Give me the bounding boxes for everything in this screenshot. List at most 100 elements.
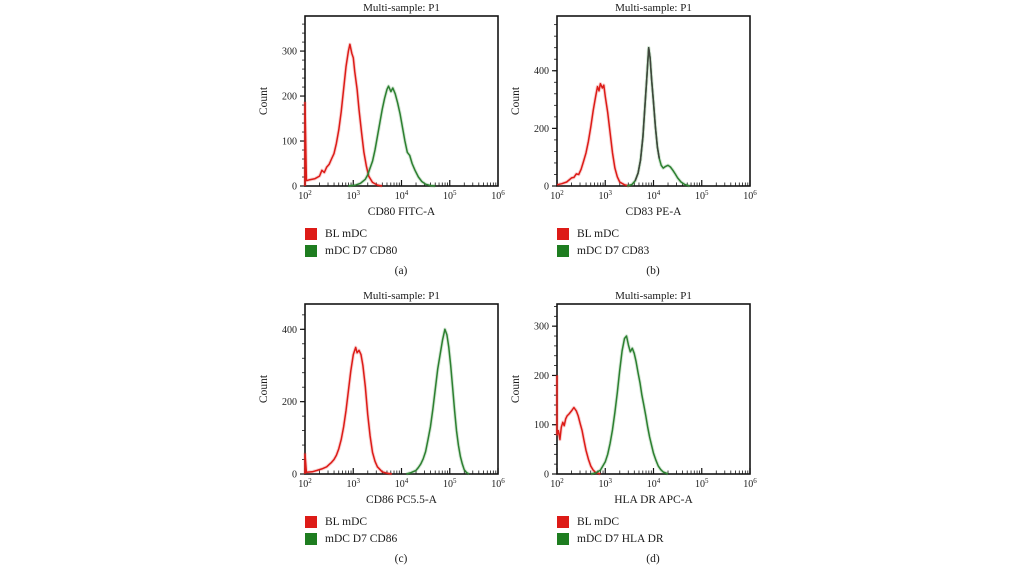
series-glow-1 bbox=[626, 46, 691, 188]
series-glow-0 bbox=[556, 81, 630, 188]
x-axis-label: HLA DR APC-A bbox=[614, 494, 693, 506]
y-tick-label: 0 bbox=[292, 182, 297, 193]
legend-label: mDC D7 CD80 bbox=[325, 245, 398, 257]
plot-box bbox=[304, 15, 499, 187]
legend-label: BL mDC bbox=[325, 516, 368, 528]
series-curve-0 bbox=[304, 346, 392, 475]
legend-label: mDC D7 HLA DR bbox=[577, 533, 664, 545]
panel-letter: (c) bbox=[394, 553, 408, 565]
x-tick-label: 102 bbox=[550, 477, 564, 490]
series-glow-0 bbox=[303, 345, 393, 476]
x-axis-label: CD80 FITC-A bbox=[368, 206, 436, 218]
x-tick-label: 106 bbox=[743, 189, 757, 202]
series-curve-1 bbox=[626, 46, 690, 187]
x-tick-label: 103 bbox=[347, 189, 361, 202]
x-tick-label: 103 bbox=[599, 189, 613, 202]
panel-b: Multi-sample: P1 0 200 400 102 103 104 105 106 CD… bbox=[505, 2, 805, 288]
x-axis-label: CD83 PE-A bbox=[626, 206, 683, 218]
legend-item: BL mDC bbox=[557, 516, 664, 528]
x-tick-label: 105 bbox=[443, 189, 457, 202]
legend: BL mDC mDC D7 CD86 bbox=[305, 516, 397, 545]
legend-swatch bbox=[305, 228, 317, 240]
legend-label: mDC D7 CD86 bbox=[325, 533, 398, 545]
panel-letter: (a) bbox=[394, 265, 408, 277]
chart-title: Multi-sample: P1 bbox=[615, 2, 692, 14]
legend-label: mDC D7 CD83 bbox=[577, 245, 650, 257]
chart-svg: Multi-sample: P1 0 100 200 300 102 103 104 105 10… bbox=[510, 290, 757, 506]
panel-c: Multi-sample: P1 0 200 400 102 103 104 105 106 CD… bbox=[253, 290, 553, 576]
x-tick-label: 103 bbox=[599, 477, 613, 490]
plot-box bbox=[304, 303, 499, 475]
series-curve-1 bbox=[590, 335, 669, 475]
series-curve-0 bbox=[304, 43, 383, 187]
x-tick-label: 105 bbox=[695, 189, 709, 202]
x-tick-label: 102 bbox=[550, 189, 564, 202]
legend-item: mDC D7 CD86 bbox=[305, 533, 397, 545]
x-tick-label: 102 bbox=[298, 189, 312, 202]
legend-item: mDC D7 HLA DR bbox=[557, 533, 664, 545]
y-tick-label: 0 bbox=[292, 470, 297, 481]
chart-svg: Multi-sample: P1 0 200 400 102 103 104 105 106 CD… bbox=[510, 2, 757, 218]
y-tick-label: 100 bbox=[534, 420, 549, 431]
y-tick-label: 200 bbox=[282, 92, 297, 103]
panel-letter: (b) bbox=[646, 265, 660, 277]
legend: BL mDC mDC D7 HLA DR bbox=[557, 516, 664, 545]
chart-title: Multi-sample: P1 bbox=[363, 2, 440, 14]
y-axis-label: Count bbox=[510, 374, 522, 403]
chart-svg: Multi-sample: P1 0 100 200 300 102 103 104 105 10… bbox=[258, 2, 505, 218]
chart-svg: Multi-sample: P1 0 200 400 102 103 104 105 106 CD… bbox=[258, 290, 505, 506]
x-tick-label: 103 bbox=[347, 477, 361, 490]
y-tick-label: 200 bbox=[282, 397, 297, 408]
x-tick-label: 104 bbox=[647, 189, 661, 202]
series-glow-1 bbox=[590, 334, 669, 476]
chart-title: Multi-sample: P1 bbox=[363, 290, 440, 302]
legend-swatch bbox=[557, 516, 569, 528]
x-tick-label: 102 bbox=[298, 477, 312, 490]
series-curve-1 bbox=[348, 85, 436, 187]
series-curve-0 bbox=[556, 82, 630, 187]
y-axis-label: Count bbox=[258, 86, 270, 115]
x-tick-label: 105 bbox=[443, 477, 457, 490]
y-tick-label: 0 bbox=[544, 470, 549, 481]
legend-label: BL mDC bbox=[577, 516, 620, 528]
legend-item: mDC D7 CD83 bbox=[557, 245, 649, 257]
x-tick-label: 106 bbox=[743, 477, 757, 490]
panel-d: Multi-sample: P1 0 100 200 300 102 103 104 105 10… bbox=[505, 290, 805, 576]
legend: BL mDC mDC D7 CD83 bbox=[557, 228, 649, 257]
chart-title: Multi-sample: P1 bbox=[615, 290, 692, 302]
x-tick-label: 106 bbox=[491, 477, 505, 490]
y-tick-label: 300 bbox=[282, 47, 297, 58]
legend-swatch bbox=[557, 245, 569, 257]
series-peak-overlay bbox=[634, 46, 661, 182]
y-tick-label: 400 bbox=[534, 66, 549, 77]
legend-item: BL mDC bbox=[305, 228, 397, 240]
legend: BL mDC mDC D7 CD80 bbox=[305, 228, 397, 257]
x-tick-label: 104 bbox=[395, 189, 409, 202]
y-tick-label: 0 bbox=[544, 182, 549, 193]
x-tick-label: 105 bbox=[695, 477, 709, 490]
y-axis-label: Count bbox=[510, 86, 522, 115]
y-tick-label: 300 bbox=[534, 322, 549, 333]
y-tick-label: 100 bbox=[282, 137, 297, 148]
legend-label: BL mDC bbox=[325, 228, 368, 240]
legend-item: mDC D7 CD80 bbox=[305, 245, 397, 257]
y-axis-label: Count bbox=[258, 374, 270, 403]
legend-swatch bbox=[557, 228, 569, 240]
panel-a: Multi-sample: P1 0 100 200 300 102 103 104 105 10… bbox=[253, 2, 553, 288]
series-curve-0 bbox=[556, 375, 601, 475]
y-tick-label: 400 bbox=[282, 325, 297, 336]
y-tick-label: 200 bbox=[534, 124, 549, 135]
x-tick-label: 104 bbox=[647, 477, 661, 490]
legend-swatch bbox=[305, 245, 317, 257]
legend-item: BL mDC bbox=[305, 516, 397, 528]
legend-label: BL mDC bbox=[577, 228, 620, 240]
legend-item: BL mDC bbox=[557, 228, 649, 240]
x-tick-label: 106 bbox=[491, 189, 505, 202]
legend-swatch bbox=[305, 516, 317, 528]
x-axis-label: CD86 PC5.5-A bbox=[366, 494, 438, 506]
panel-letter: (d) bbox=[646, 553, 660, 565]
legend-swatch bbox=[557, 533, 569, 545]
series-curve-1 bbox=[406, 328, 470, 475]
x-tick-label: 104 bbox=[395, 477, 409, 490]
